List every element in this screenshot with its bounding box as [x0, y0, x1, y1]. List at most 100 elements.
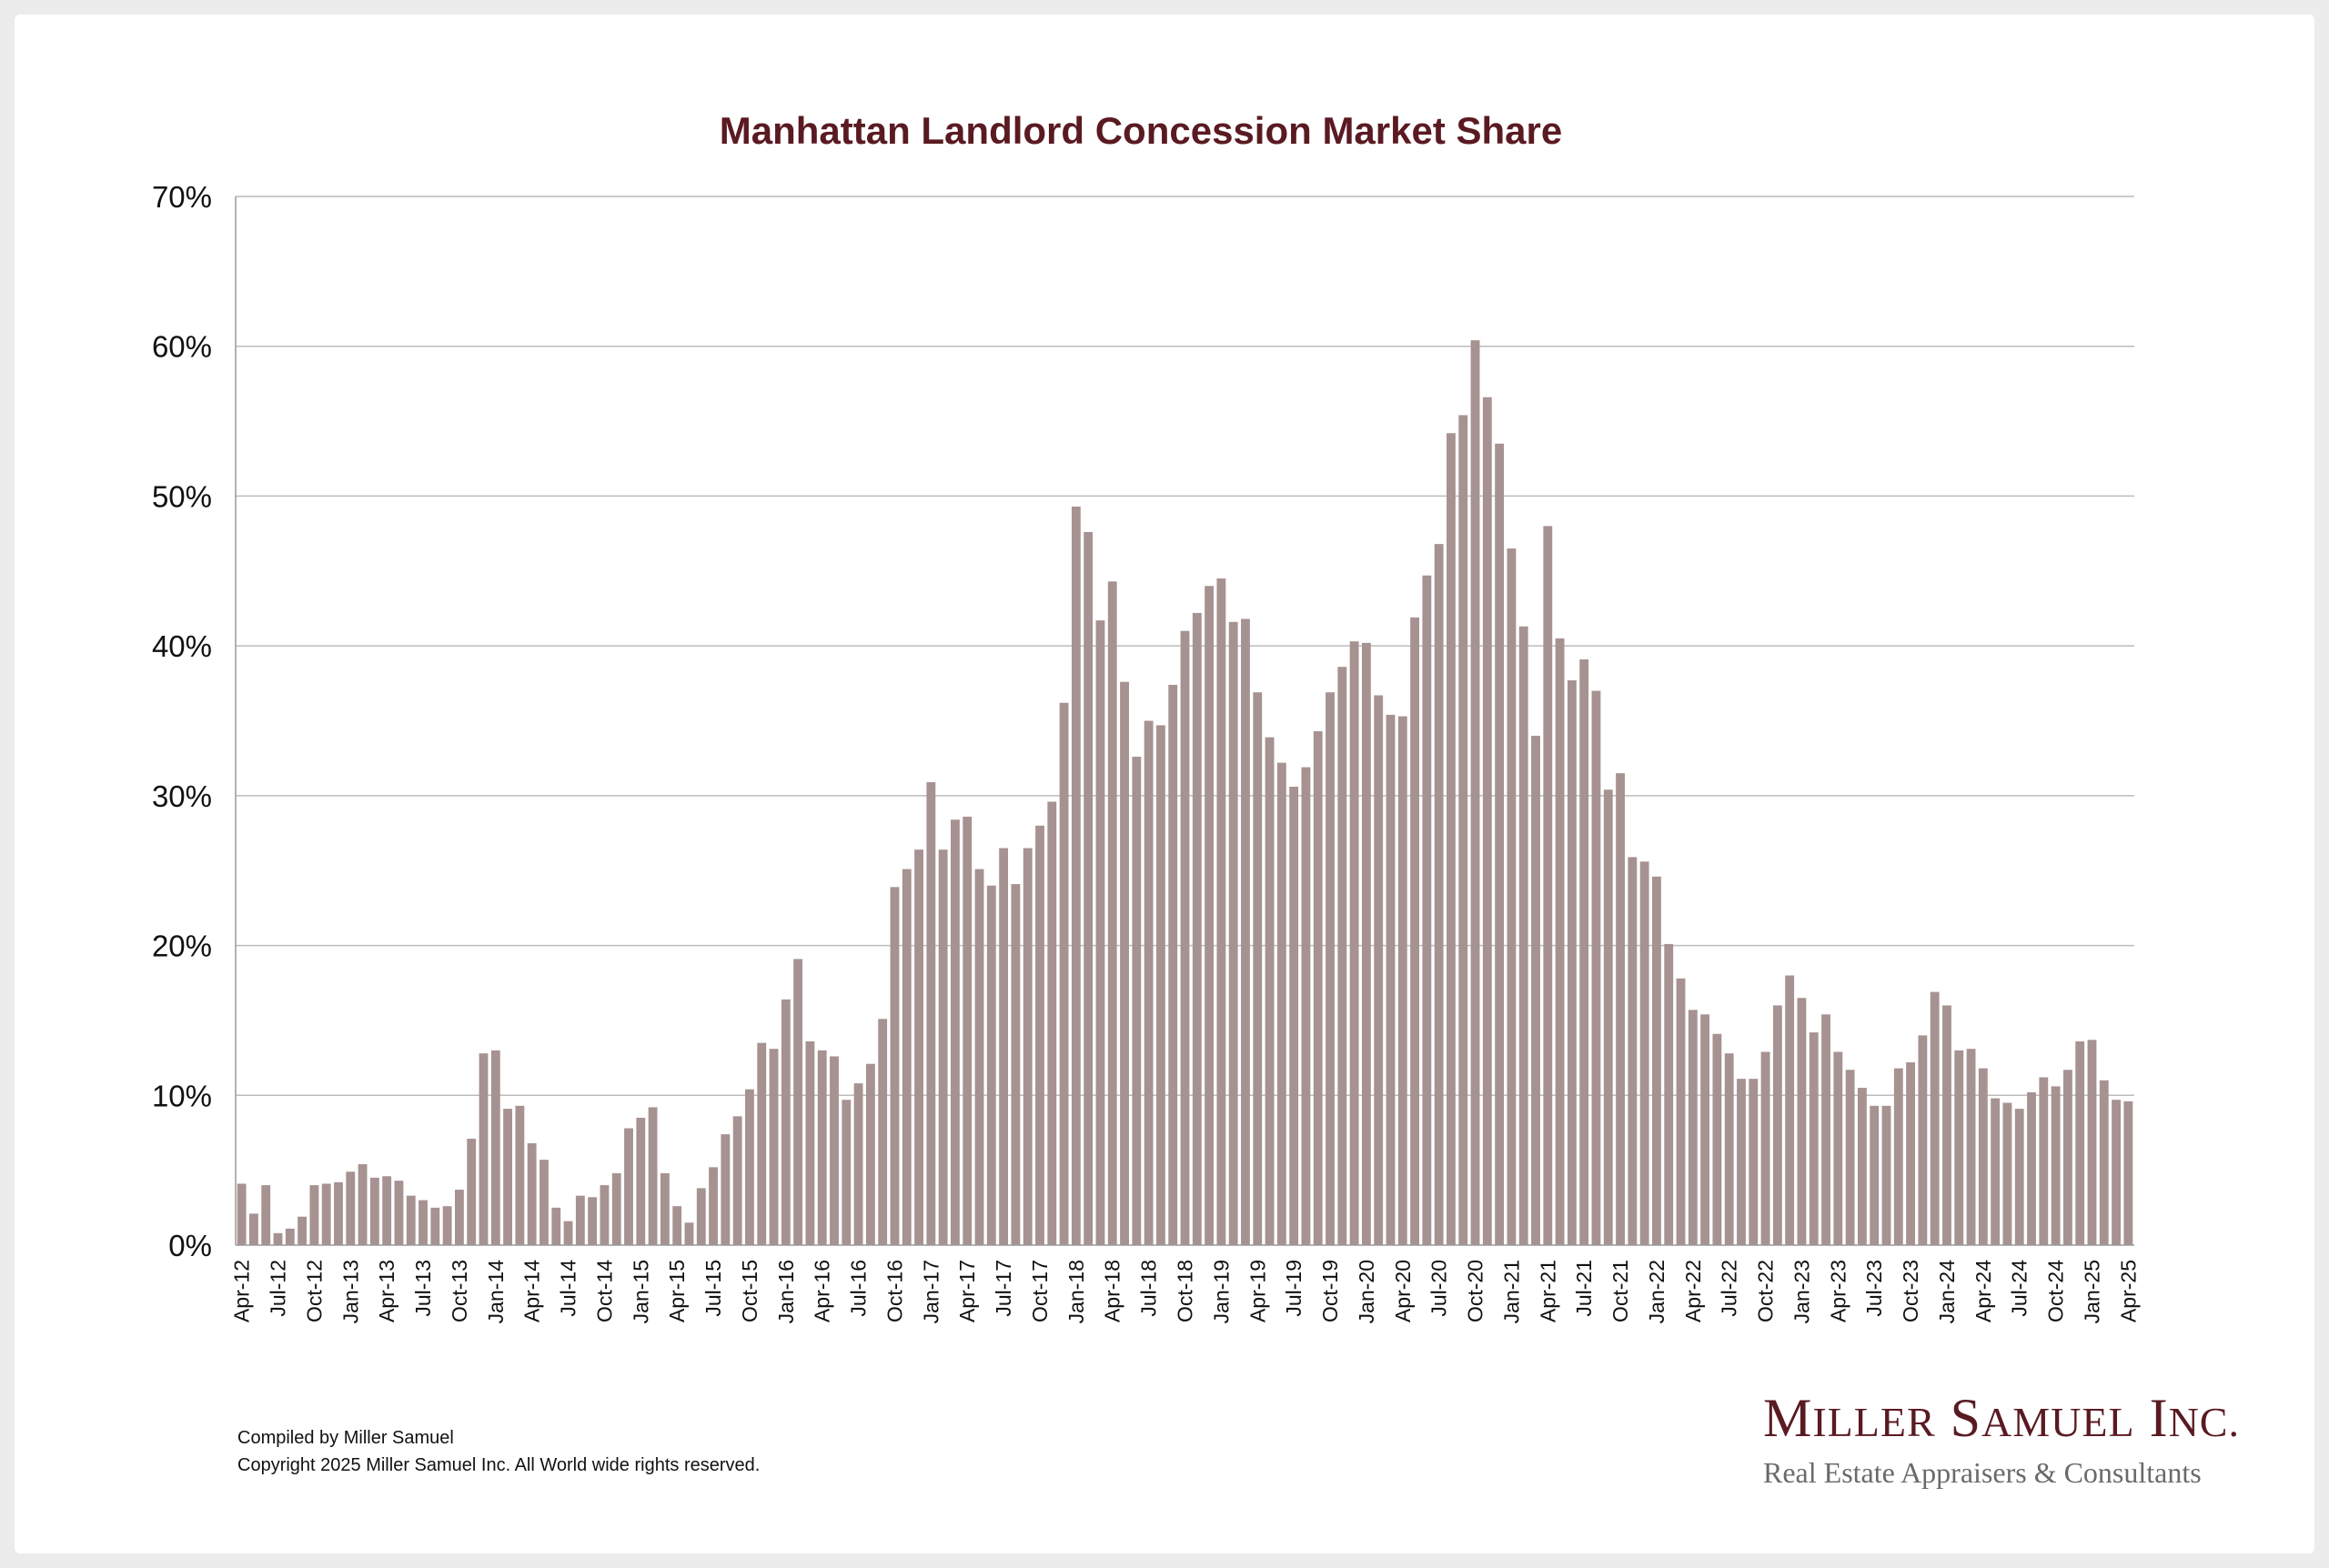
x-tick-label: Jul-21 [1572, 1260, 1596, 1317]
x-tick-label: Jul-15 [701, 1260, 725, 1317]
y-axis-tick-labels: 0% 10% 20% 30% 40% 50% 60% 70% [152, 180, 212, 1262]
x-tick-label: Jan-21 [1499, 1260, 1523, 1323]
bars [237, 340, 2133, 1246]
bar [1059, 702, 1069, 1245]
bar [1071, 506, 1081, 1245]
bar [611, 1172, 621, 1245]
bar [926, 782, 936, 1245]
bar [986, 885, 996, 1245]
x-tick-label: Oct-13 [448, 1260, 471, 1322]
x-tick-label: Apr-12 [230, 1260, 254, 1322]
bar [334, 1181, 343, 1245]
x-tick-label: Apr-17 [955, 1260, 979, 1322]
bar [1797, 998, 1807, 1245]
bar [781, 999, 791, 1245]
bar [575, 1195, 585, 1245]
x-tick-label: Oct-15 [738, 1260, 761, 1322]
bar [1289, 786, 1299, 1245]
bar [1772, 1005, 1782, 1245]
bar [769, 1049, 779, 1245]
bar [1265, 737, 1275, 1245]
bar [1591, 690, 1601, 1245]
bar [1555, 638, 1565, 1245]
bar [1881, 1105, 1891, 1245]
bar [2075, 1040, 2085, 1245]
x-tick-label: Jul-14 [557, 1260, 580, 1317]
bar [1918, 1035, 1928, 1245]
bar [842, 1100, 852, 1245]
bar [1023, 848, 1033, 1245]
x-tick-label: Apr-24 [1971, 1260, 1995, 1322]
x-tick-label: Oct-22 [1754, 1260, 1778, 1322]
bar [1361, 642, 1371, 1245]
bar [1579, 658, 1589, 1245]
bar [624, 1128, 633, 1245]
bar [1374, 695, 1384, 1245]
bar [1410, 617, 1419, 1245]
bar [1809, 1032, 1819, 1245]
bar [878, 1019, 888, 1245]
x-tick-label: Jan-13 [338, 1260, 362, 1323]
x-tick-label: Oct-17 [1028, 1260, 1052, 1322]
x-tick-label: Oct-19 [1318, 1260, 1342, 1322]
x-tick-label: Apr-20 [1391, 1260, 1415, 1322]
bar [406, 1195, 416, 1245]
bar [1144, 720, 1154, 1245]
bar [721, 1134, 731, 1245]
bar [394, 1181, 404, 1245]
bar [1276, 762, 1286, 1245]
bar [1639, 861, 1649, 1245]
compiled-by-note: Compiled by Miller Samuel [237, 1428, 454, 1448]
bar [1047, 801, 1057, 1245]
chart-frame: Manhattan Landlord Concession Market Sha… [15, 15, 2314, 1553]
y-tick-label: 0% [168, 1229, 212, 1262]
chart-title: Manhattan Landlord Concession Market Sha… [720, 109, 1563, 152]
bar [2087, 1040, 2097, 1245]
bar [1930, 991, 1940, 1245]
bar [551, 1207, 561, 1245]
bar [1700, 1014, 1710, 1245]
bar [382, 1176, 392, 1245]
bar [1628, 857, 1638, 1245]
bar [1942, 1005, 1951, 1245]
x-tick-label: Jan-19 [1209, 1260, 1233, 1323]
bar [309, 1185, 319, 1245]
bar [515, 1105, 525, 1245]
bar [539, 1160, 549, 1245]
bar [1906, 1062, 1915, 1245]
x-tick-label: Jul-22 [1718, 1260, 1741, 1317]
logo-initial: I [2149, 1388, 2169, 1448]
logo-tagline: Real Estate Appraisers & Consultants [1763, 1456, 2202, 1489]
x-tick-label: Apr-14 [520, 1260, 544, 1322]
x-tick-label: Jul-12 [267, 1260, 290, 1317]
bar [273, 1232, 283, 1245]
bar [902, 869, 912, 1245]
bar [1870, 1105, 1880, 1245]
bar [346, 1171, 356, 1245]
bar [1567, 680, 1577, 1245]
x-tick-label: Apr-25 [2116, 1260, 2140, 1322]
bar [1518, 626, 1528, 1245]
bar [660, 1172, 670, 1245]
x-tick-label: Apr-22 [1681, 1260, 1705, 1322]
bar [2027, 1091, 2036, 1245]
y-tick-label: 70% [152, 180, 212, 214]
bar [2014, 1109, 2024, 1245]
x-tick-label: Jul-20 [1427, 1260, 1451, 1317]
y-tick-label: 40% [152, 629, 212, 663]
bar [1991, 1098, 2001, 1245]
bar [1531, 735, 1540, 1245]
bar [2062, 1070, 2072, 1245]
x-tick-label: Oct-18 [1174, 1260, 1197, 1322]
bar [1482, 397, 1492, 1246]
bar [1216, 578, 1226, 1245]
bar [563, 1221, 573, 1245]
bar [358, 1164, 368, 1245]
bar [793, 959, 803, 1245]
bar [1422, 575, 1432, 1245]
bar [1349, 641, 1359, 1245]
x-tick-label: Jul-24 [2008, 1260, 2032, 1317]
x-tick-label: Jul-19 [1282, 1260, 1306, 1317]
bar [2051, 1086, 2061, 1245]
bar [479, 1053, 489, 1245]
